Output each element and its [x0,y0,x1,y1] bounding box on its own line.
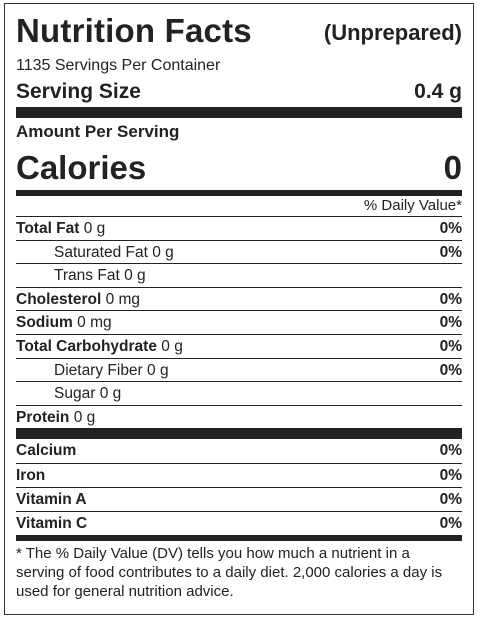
vitamin-name: Iron [16,467,46,485]
nutrient-name: Sugar [54,385,96,403]
serving-size-label: Serving Size [16,80,141,103]
medium-divider [16,190,462,196]
servings-per-container: 1135 Servings Per Container [16,57,221,74]
nutrient-name: Trans Fat [54,267,120,285]
nutrient-amount: 0 g [124,267,146,285]
nutrient-daily-value: 0% [439,361,462,379]
nutrient-amount: 0 g [147,361,169,379]
vitamin-daily-value: 0% [439,515,462,533]
vitamin-name: Vitamin C [16,515,88,533]
calories-value: 0 [443,149,462,186]
nutrient-name: Total Carbohydrate [16,337,157,355]
nutrient-row: Total Fat 0 g 0% [16,216,462,240]
vitamin-row: Vitamin A 0% [16,487,462,511]
calories-label: Calories [16,149,147,186]
nutrient-daily-value: 0% [439,314,462,332]
nutrient-row: Protein 0 g [16,404,462,429]
vitamin-name: Calcium [16,442,77,460]
label-header: Nutrition Facts (Unprepared) [16,4,462,54]
nutrient-row: Saturated Fat 0 g 0% [16,239,462,264]
label-title: Nutrition Facts [16,12,252,49]
vitamin-name: Vitamin A [16,491,87,509]
nutrient-row: Sugar 0 g [16,381,462,405]
nutrient-row: Cholesterol 0 mg 0% [16,286,462,311]
nutrient-row: Dietary Fiber 0 g 0% [16,357,462,382]
vitamin-list: Calcium 0% Iron 0% Vitamin A 0% Vitamin C 0% [16,439,462,535]
thick-divider [16,428,462,440]
thick-divider [16,107,462,118]
nutrient-row: Sodium 0 mg 0% [16,310,462,334]
vitamin-daily-value: 0% [439,491,462,509]
nutrient-amount: 0 g [152,243,174,261]
serving-size-value: 0.4 g [414,80,462,103]
nutrient-list: Total Fat 0 g 0% Saturated Fat 0 g 0% Trans … [16,216,462,428]
nutrient-name: Dietary Fiber [54,361,143,379]
vitamin-daily-value: 0% [439,467,462,485]
nutrient-name: Protein [16,408,70,426]
nutrient-row: Trans Fat 0 g [16,263,462,287]
daily-value-header: % Daily Value* [363,197,462,214]
nutrient-amount: 0 mg [77,314,112,332]
nutrient-amount: 0 g [73,408,96,426]
vitamin-row: Iron 0% [16,463,462,487]
footnote: * The % Daily Value (DV) tells you how m… [16,535,462,601]
nutrient-name: Cholesterol [16,290,102,308]
vitamin-row: Calcium 0% [16,439,462,463]
nutrient-amount: 0 g [83,220,106,237]
nutrient-name: Saturated Fat [54,243,148,261]
nutrient-daily-value: 0% [439,290,462,308]
nutrient-name: Sodium [16,314,73,332]
amount-per-serving: Amount Per Serving [16,122,180,141]
nutrient-row: Total Carbohydrate 0 g 0% [16,333,462,358]
nutrient-amount: 0 g [99,385,122,403]
nutrient-amount: 0 g [161,337,183,355]
nutrient-amount: 0 mg [105,290,141,308]
label-qualifier: (Unprepared) [323,20,462,45]
nutrient-name: Total Fat [16,220,80,237]
serving-size-row: Serving Size 0.4 g [16,78,462,106]
nutrient-daily-value: 0% [439,220,462,237]
calories-row: Calories 0 [16,146,462,190]
nutrient-daily-value: 0% [439,243,462,261]
nutrition-label: Nutrition Facts (Unprepared) 1135 Servin… [4,3,474,615]
vitamin-daily-value: 0% [439,442,462,460]
vitamin-row: Vitamin C 0% [16,511,462,535]
nutrient-daily-value: 0% [439,337,462,355]
